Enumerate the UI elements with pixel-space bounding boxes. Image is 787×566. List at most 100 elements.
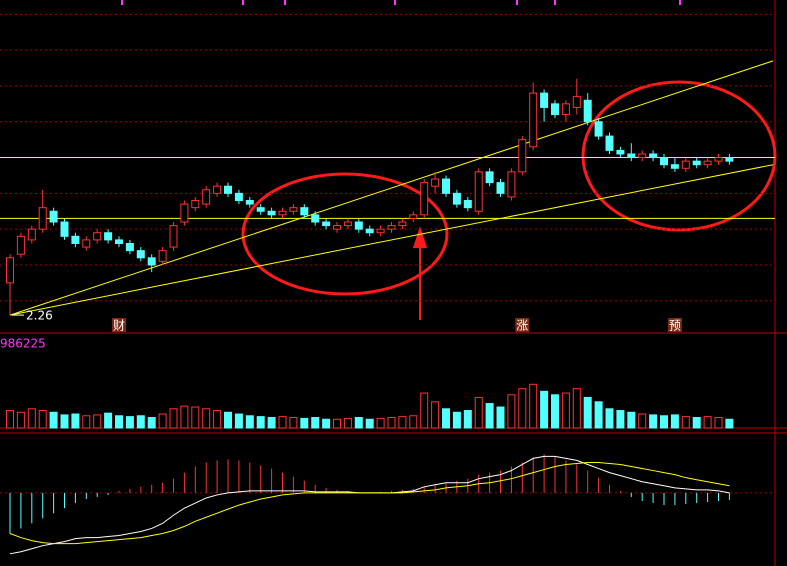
highlight-ellipse (241, 172, 449, 296)
volume-bar (692, 417, 701, 429)
volume-bar (125, 416, 134, 429)
volume-bar (474, 396, 483, 429)
candle-body (169, 225, 178, 248)
candle-body (703, 160, 712, 166)
candle-body (638, 153, 647, 159)
candle-body (670, 164, 679, 169)
volume-bar (213, 410, 222, 429)
volume-bar (594, 401, 603, 429)
candle-body (245, 200, 254, 205)
volume-bar (638, 413, 647, 429)
volume-bar (725, 418, 734, 429)
candle-body (60, 221, 69, 237)
candle-body (474, 171, 483, 212)
volume-bar (234, 413, 243, 429)
volume-bar (660, 415, 668, 429)
volume-bar (224, 411, 232, 429)
candle-body (27, 228, 36, 241)
candle-body (725, 157, 734, 162)
event-marker: 预 (669, 319, 681, 333)
volume-bar (60, 414, 69, 429)
volume-bar (703, 416, 712, 429)
low-price-label: 2.26 (26, 309, 53, 323)
volume-bar (104, 412, 113, 429)
candle-body (507, 171, 516, 198)
event-marker: 涨 (516, 318, 528, 333)
candle-body (180, 203, 189, 223)
volume-bar (16, 411, 25, 429)
volume-bar (551, 394, 559, 429)
candle-body (409, 214, 418, 219)
candle-body (376, 228, 385, 234)
candle-body (692, 160, 701, 166)
volume-bar (278, 416, 287, 429)
top-ticks (121, 0, 681, 5)
volume-bar (202, 408, 211, 429)
volume-bar (180, 405, 189, 429)
candle-body (452, 192, 461, 205)
trend-line (9, 164, 774, 316)
volume-bar (333, 418, 341, 429)
volume-bar (71, 413, 80, 429)
volume-bar (245, 415, 254, 429)
volume-bar (300, 417, 309, 429)
volume-bar (605, 408, 614, 429)
volume-bar (540, 390, 549, 429)
candle-body (71, 235, 80, 244)
volume-bar (136, 415, 145, 429)
candle-body (213, 185, 222, 194)
candle-body (660, 157, 668, 166)
volume-bar (714, 417, 723, 429)
candle-body (529, 92, 538, 148)
volume-bar (311, 417, 320, 429)
candle-body (278, 210, 287, 216)
volume-bar (572, 388, 581, 429)
candle-body (158, 250, 167, 262)
volume-bar (616, 410, 625, 429)
volume-bar (387, 417, 396, 429)
volume-bar (322, 418, 331, 429)
candle-body (594, 121, 603, 137)
volume-bar (147, 417, 156, 429)
candle-body (714, 157, 723, 162)
volume-bar (627, 411, 636, 429)
volume-bar (93, 414, 102, 429)
event-marker: 财 (113, 319, 125, 333)
volume-bar (681, 416, 690, 429)
candle-body (104, 232, 113, 241)
candle-body (551, 103, 559, 116)
volume-bar (27, 408, 36, 429)
volume-bar (49, 411, 58, 429)
candle-body (49, 210, 58, 223)
candle-body (343, 221, 352, 227)
volume-bar (496, 406, 505, 429)
volume-bar (420, 392, 429, 429)
volume-bar (354, 417, 363, 429)
volume-bar (431, 401, 440, 429)
volume-bar (409, 415, 418, 429)
arrow (413, 226, 427, 320)
candle-body (398, 221, 407, 227)
candle-body (38, 207, 47, 230)
candle-body (485, 171, 494, 184)
candle-body (136, 250, 145, 259)
volume-bar (561, 392, 570, 429)
candle-body (147, 257, 156, 266)
volume-bar (529, 383, 538, 429)
candle-body (267, 210, 276, 216)
highlight-ellipse (581, 80, 777, 232)
volume-bar (169, 408, 178, 429)
volume-bar (518, 388, 527, 429)
candle-body (442, 178, 450, 194)
candle-body (322, 221, 331, 227)
candle-body (93, 232, 102, 241)
candle-body (518, 139, 527, 173)
candle-body (540, 92, 549, 108)
candle-body (234, 192, 243, 202)
volume-bar (583, 396, 592, 429)
volume-bar (442, 408, 450, 429)
volume-bar (256, 416, 265, 429)
event-marker-bg (112, 318, 126, 332)
